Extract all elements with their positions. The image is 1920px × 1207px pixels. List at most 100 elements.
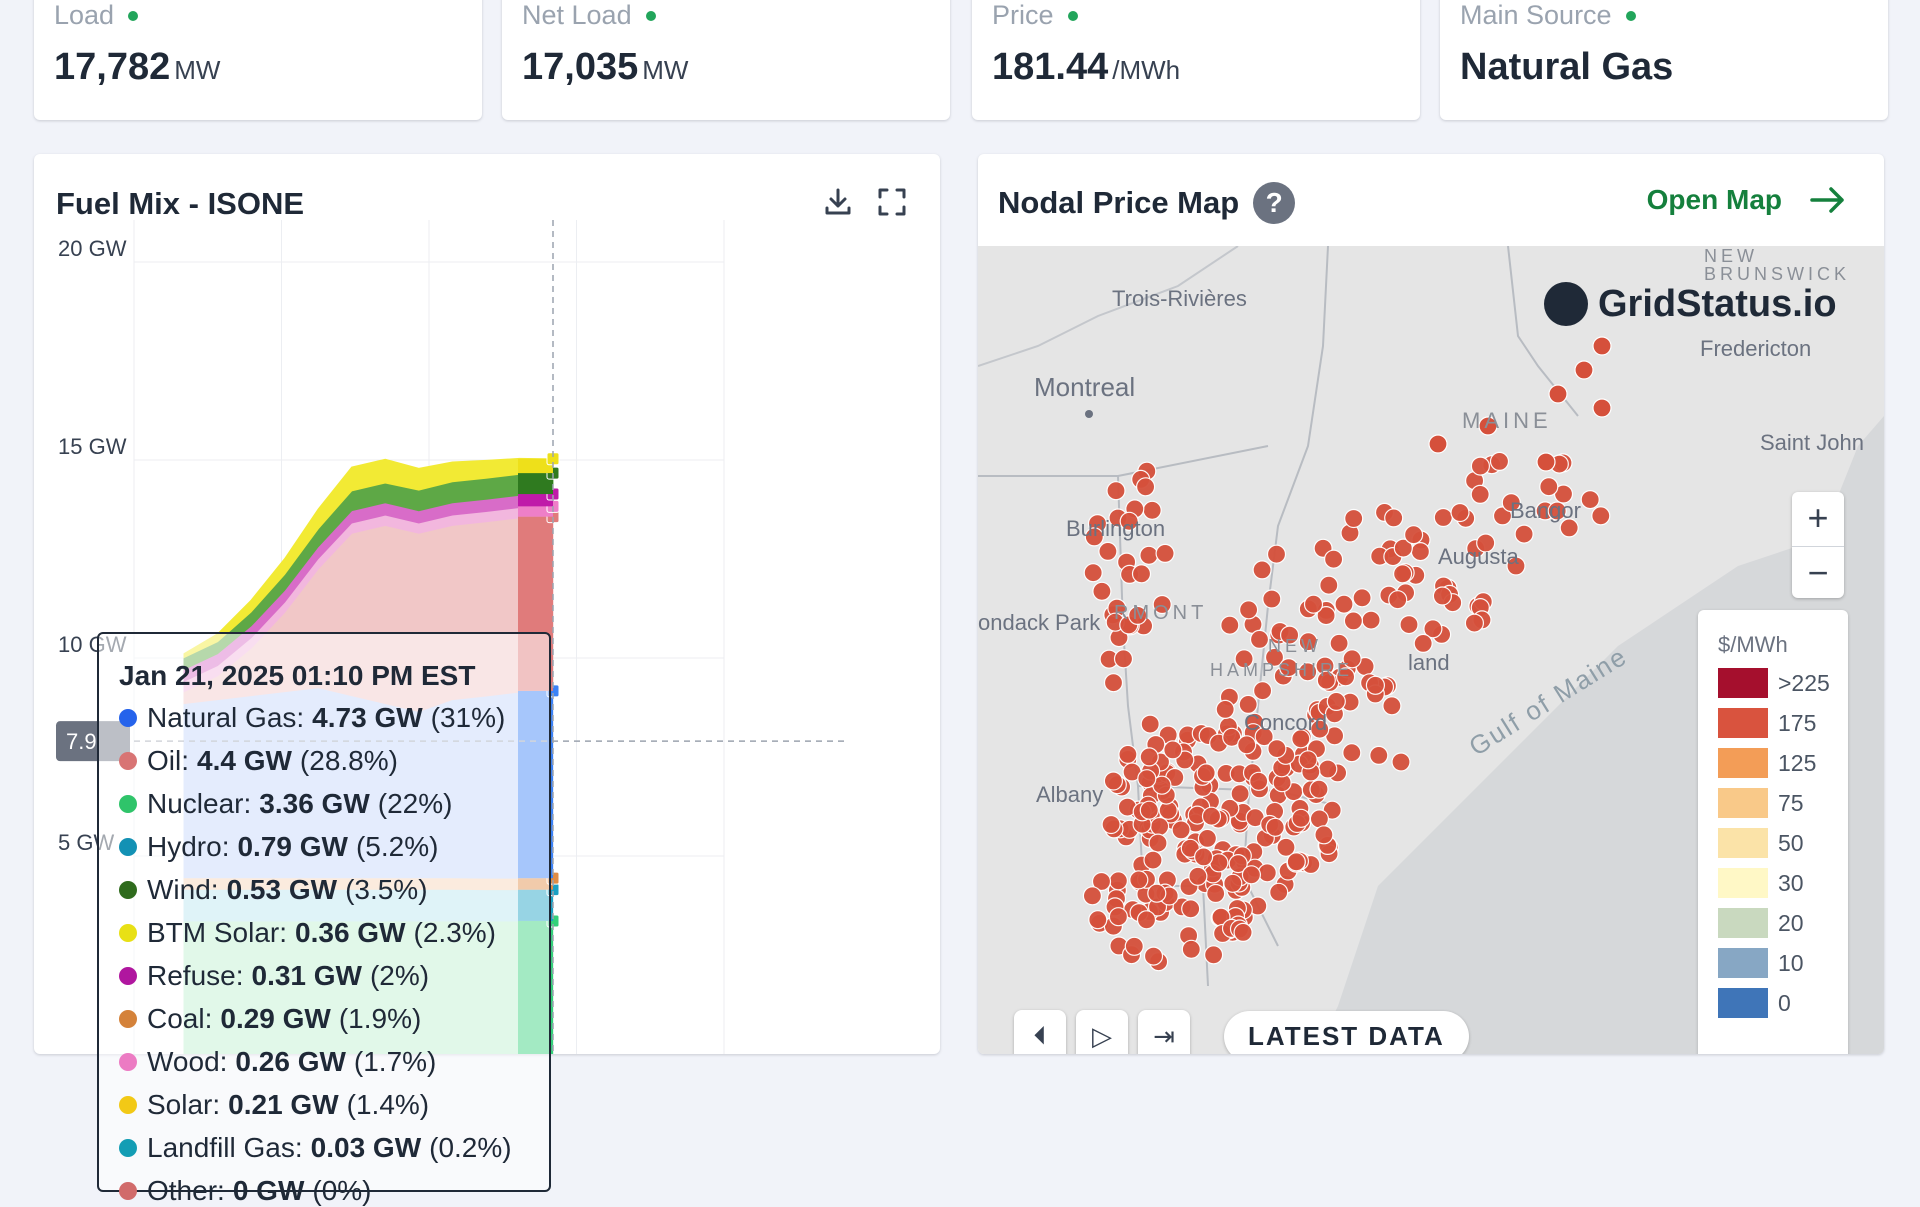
skip-to-end-icon[interactable]: ⇥ [1138,1010,1190,1054]
price-node[interactable] [1298,632,1318,652]
play-icon[interactable]: ▷ [1076,1010,1128,1054]
price-node[interactable] [1464,613,1484,633]
price-node[interactable] [1318,759,1338,779]
price-node[interactable] [1222,727,1242,747]
price-node[interactable] [1393,564,1413,584]
price-node[interactable] [1580,490,1600,510]
price-node[interactable] [1432,586,1452,606]
price-node[interactable] [1140,714,1160,734]
price-node[interactable] [1163,740,1183,760]
price-node[interactable] [1139,747,1159,767]
price-node[interactable] [1470,484,1490,504]
price-node[interactable] [1393,538,1413,558]
price-node[interactable] [1103,771,1123,791]
step-back-icon[interactable]: ⏴ [1014,1010,1066,1054]
price-node[interactable] [1136,910,1157,930]
price-node[interactable] [1559,518,1579,538]
price-node[interactable] [1547,501,1567,521]
price-node[interactable] [1084,527,1104,547]
price-node[interactable] [1336,667,1356,687]
price-node[interactable] [1249,771,1269,791]
price-node[interactable] [1310,719,1330,739]
price-node[interactable] [1181,939,1201,959]
price-node[interactable] [1155,543,1175,563]
zoom-out-button[interactable]: − [1792,546,1844,599]
price-node[interactable] [1262,589,1282,609]
price-node[interactable] [1489,451,1510,471]
price-node[interactable] [1592,336,1612,356]
price-node[interactable] [1103,673,1124,693]
price-node[interactable] [1197,828,1217,849]
price-node[interactable] [1591,506,1611,526]
price-node[interactable] [1501,493,1521,513]
price-node[interactable] [1316,670,1336,690]
price-node[interactable] [1343,611,1363,631]
price-node[interactable] [1548,384,1568,404]
price-node[interactable] [1404,525,1424,545]
price-node[interactable] [1129,870,1149,890]
price-node[interactable] [1188,866,1208,886]
map-canvas[interactable]: Trois-Rivières Montreal NEW BRUNSWICK Fr… [978,246,1884,1054]
price-node[interactable] [1506,556,1526,576]
price-node[interactable] [1201,806,1222,826]
price-node[interactable] [1092,581,1112,601]
price-node[interactable] [1139,545,1159,565]
price-node[interactable] [1286,852,1306,872]
price-node[interactable] [1143,850,1163,870]
price-node[interactable] [1228,853,1248,874]
price-node[interactable] [1269,882,1289,902]
price-node[interactable] [1108,871,1128,891]
price-node[interactable] [1147,883,1167,903]
price-node[interactable] [1257,863,1277,883]
latest-data-button[interactable]: LATEST DATA [1224,1010,1469,1054]
price-node[interactable] [1196,763,1216,783]
price-node[interactable] [1206,883,1226,904]
price-node[interactable] [1101,814,1121,835]
price-node[interactable] [1136,477,1156,497]
price-node[interactable] [1223,873,1243,893]
price-node[interactable] [1091,871,1112,892]
price-node[interactable] [1088,910,1108,930]
price-node[interactable] [1314,825,1334,845]
price-node[interactable] [1171,820,1191,840]
price-node[interactable] [1152,594,1172,615]
price-node[interactable] [1119,511,1139,531]
open-map-link[interactable]: Open Map [1647,184,1848,216]
price-node[interactable] [1082,886,1103,906]
price-node[interactable] [1324,549,1344,569]
price-node[interactable] [1291,808,1311,828]
price-node[interactable] [1298,662,1318,682]
price-node[interactable] [1131,564,1152,584]
price-node[interactable] [1391,752,1411,772]
price-node[interactable] [1291,729,1311,749]
price-node[interactable] [1239,600,1259,620]
price-node[interactable] [1249,629,1270,649]
price-node[interactable] [1150,816,1170,837]
price-node[interactable] [1334,594,1354,614]
price-node[interactable] [1238,694,1258,714]
price-node[interactable] [1450,502,1470,523]
price-node[interactable] [1148,833,1168,853]
price-node[interactable] [1108,907,1128,927]
price-node[interactable] [1592,398,1612,418]
price-node[interactable] [1344,508,1364,529]
price-node[interactable] [1514,524,1534,544]
price-node[interactable] [1204,945,1224,965]
price-node[interactable] [1342,743,1362,763]
price-node[interactable] [1264,647,1285,667]
price-node[interactable] [1574,360,1594,380]
price-node[interactable] [1342,649,1362,669]
price-node[interactable] [1265,817,1285,837]
price-node[interactable] [1399,615,1419,635]
download-icon[interactable] [820,184,856,220]
price-node[interactable] [1428,434,1448,454]
price-node[interactable] [1539,477,1559,497]
price-node[interactable] [1253,681,1273,701]
price-node[interactable] [1254,727,1274,747]
price-node[interactable] [1280,625,1300,645]
price-node[interactable] [1215,699,1235,719]
price-node[interactable] [1234,649,1254,669]
price-node[interactable] [1316,606,1336,626]
price-node[interactable] [1241,865,1261,885]
price-node[interactable] [1194,847,1214,867]
